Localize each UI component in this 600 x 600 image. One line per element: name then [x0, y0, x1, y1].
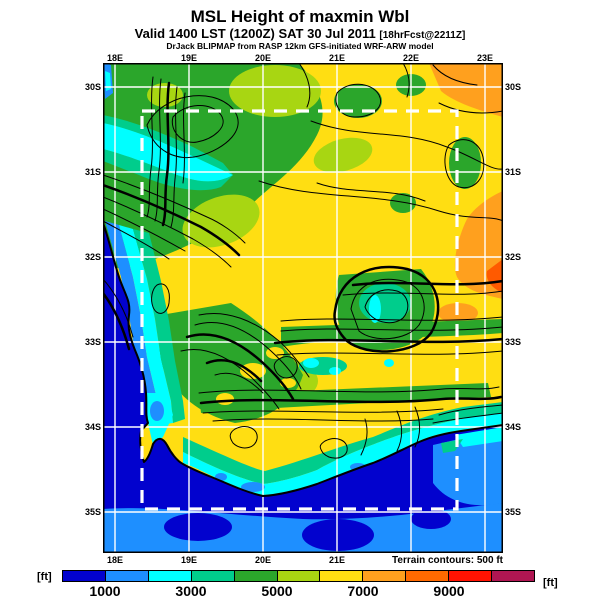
lon-label-top: 23E	[476, 53, 494, 63]
legend-unit-right: [ft]	[543, 577, 558, 589]
terrain-contours-note: Terrain contours: 500 ft	[392, 555, 503, 566]
graticule-layer	[103, 63, 503, 553]
legend-tick-label: 9000	[433, 583, 465, 599]
legend-color-segment	[148, 571, 192, 581]
lat-label-left: 30S	[84, 82, 101, 92]
lon-label-bottom: 20E	[254, 555, 272, 565]
legend-tick-label: 7000	[347, 583, 379, 599]
lat-label-left: 31S	[84, 167, 101, 177]
lat-label-left: 35S	[84, 507, 101, 517]
legend-tick-label: 5000	[261, 583, 293, 599]
model-attribution: DrJack BLIPMAP from RASP 12km GFS-initia…	[166, 41, 434, 51]
lon-label-bottom: 18E	[106, 555, 124, 565]
legend-color-segment	[105, 571, 149, 581]
lat-label-left: 33S	[84, 337, 101, 347]
ocean-fill	[103, 223, 503, 553]
coastline	[103, 222, 503, 497]
legend-color-segment	[449, 571, 493, 581]
lon-label-top: 18E	[106, 53, 124, 63]
legend-color-segment	[320, 571, 364, 581]
lat-label-left: 32S	[84, 252, 101, 262]
legend-color-segment	[277, 571, 321, 581]
legend-tick-label: 1000	[89, 583, 121, 599]
valid-time-line: Valid 1400 LST (1200Z) SAT 30 Jul 2011 […	[0, 26, 600, 41]
lon-label-bottom: 19E	[180, 555, 198, 565]
legend-unit-left: [ft]	[37, 571, 52, 583]
lat-label-right: 35S	[505, 507, 522, 517]
legend-color-segment	[406, 571, 450, 581]
ocean-layer	[103, 223, 503, 553]
contour-layer	[103, 63, 503, 497]
model-domain-box	[140, 109, 459, 511]
lat-label-right: 33S	[505, 337, 522, 347]
lat-label-right: 31S	[505, 167, 522, 177]
valid-time-text: Valid 1400 LST (1200Z) SAT 30 Jul 2011	[134, 26, 376, 41]
lat-label-right: 32S	[505, 252, 522, 262]
terrain-map-svg	[103, 63, 503, 553]
lat-label-right: 34S	[505, 422, 522, 432]
terrain-map	[103, 63, 503, 553]
lon-label-top: 20E	[254, 53, 272, 63]
lon-label-top: 19E	[180, 53, 198, 63]
legend-tick-label: 3000	[175, 583, 207, 599]
legend-color-segment	[63, 571, 106, 581]
legend-colorbar	[62, 570, 535, 582]
legend-color-segment	[492, 571, 534, 581]
lat-label-right: 30S	[505, 82, 522, 92]
forecast-tag: [18hrFcst@2211Z]	[379, 30, 466, 41]
legend-color-segment	[234, 571, 278, 581]
page-title: MSL Height of maxmin Wbl	[190, 7, 410, 26]
legend-color-segment	[191, 571, 235, 581]
lon-label-top: 21E	[328, 53, 346, 63]
lon-label-top: 22E	[402, 53, 420, 63]
lon-label-bottom: 21E	[328, 555, 346, 565]
map-border	[103, 63, 503, 553]
lat-label-left: 34S	[84, 422, 101, 432]
legend-color-segment	[363, 571, 407, 581]
